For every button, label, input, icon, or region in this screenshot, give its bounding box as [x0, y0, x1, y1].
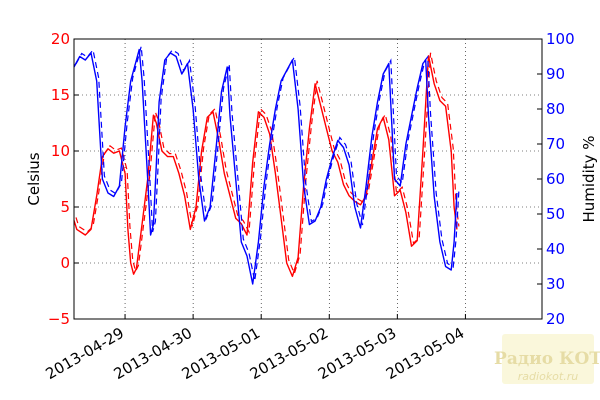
- y-right-tick-label: 40: [546, 240, 565, 258]
- y-left-tick-label: −5: [48, 310, 70, 328]
- tick-marks: [74, 38, 542, 320]
- series-line-dashed: [75, 52, 460, 276]
- y-axis-left-title: Celsius: [25, 152, 43, 205]
- series-celsius: [73, 52, 460, 278]
- series-line-solid: [73, 55, 458, 278]
- y-right-tick-label: 60: [546, 170, 565, 188]
- y-right-tick-label: 90: [546, 65, 565, 83]
- y-left-tick-label: 0: [60, 254, 70, 272]
- y-right-tick-label: 80: [546, 100, 565, 118]
- y-right-tick-label: 30: [546, 275, 565, 293]
- watermark-title: Радио КОТ: [494, 349, 600, 369]
- y-right-tick-label: 100: [546, 30, 575, 48]
- y-left-tick-label: 15: [51, 86, 70, 104]
- y-right-tick-label: 20: [546, 310, 565, 328]
- series-line-solid: [73, 48, 458, 285]
- y-axis-right-title: Humidity %: [580, 135, 598, 222]
- y-left-tick-label: 10: [51, 142, 70, 160]
- series-humidity: [73, 46, 460, 285]
- x-tick-label: 2013-05-04: [383, 324, 468, 383]
- watermark-url: radiokot.ru: [518, 370, 578, 383]
- y-left-tick-label: 5: [60, 198, 70, 216]
- series-layer: [73, 46, 460, 285]
- y-right-tick-label: 50: [546, 205, 565, 223]
- tick-labels: −50510152020304050607080901002013-04-292…: [43, 30, 575, 383]
- y-right-tick-label: 70: [546, 135, 565, 153]
- y-left-tick-label: 20: [51, 30, 70, 48]
- series-line-dashed: [75, 46, 460, 282]
- radiokot-watermark-logo: Радио КОТ radiokot.ru: [494, 334, 600, 384]
